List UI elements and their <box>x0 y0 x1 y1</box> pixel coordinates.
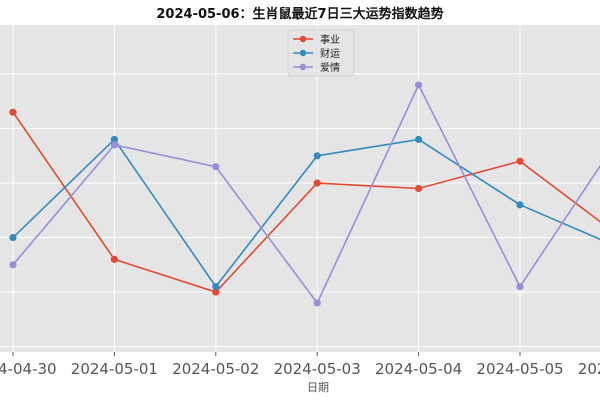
data-point-财运 <box>212 283 220 291</box>
series-layer <box>9 81 600 307</box>
data-point-事业 <box>9 108 17 116</box>
data-point-事业 <box>313 179 321 187</box>
data-point-爱情 <box>313 299 321 307</box>
plot-area <box>0 25 600 352</box>
x-tick-label: 2024-05-06 <box>578 360 600 378</box>
x-axis-label: 日期 <box>307 381 329 394</box>
data-point-事业 <box>516 157 524 165</box>
x-tick-label: 2024-05-04 <box>375 360 462 378</box>
data-point-事业 <box>415 184 423 193</box>
data-point-财运 <box>415 135 423 144</box>
x-axis-ticks: 2024-04-30 2024-05-01 2024-05-02 2024-05-03… <box>0 352 600 378</box>
legend-label: 爱情 <box>320 61 340 74</box>
x-tick-label: 2024-05-02 <box>172 360 259 378</box>
x-tick-label: 2024-05-03 <box>274 360 361 378</box>
legend-label: 财运 <box>320 47 340 60</box>
x-tick-label: 2024-05-01 <box>71 360 158 378</box>
chart-title: 2024-05-06：生肖鼠最近7日三大运势指数趋势 <box>156 6 443 22</box>
legend-swatch-marker <box>299 63 307 71</box>
data-point-爱情 <box>110 141 118 149</box>
data-point-爱情 <box>212 163 220 171</box>
legend-label: 事业 <box>320 33 340 46</box>
data-point-爱情 <box>516 283 524 291</box>
x-tick-label: 2024-04-30 <box>0 360 57 378</box>
data-point-财运 <box>9 233 17 242</box>
x-tick-label: 2024-05-05 <box>476 360 563 378</box>
data-point-财运 <box>110 135 118 144</box>
legend-swatch-marker <box>299 49 307 57</box>
legend-swatch-marker <box>299 35 307 43</box>
data-point-事业 <box>212 288 220 296</box>
data-point-爱情 <box>9 261 17 269</box>
data-point-爱情 <box>415 81 423 89</box>
data-point-事业 <box>110 255 118 263</box>
data-point-财运 <box>313 152 321 160</box>
data-point-财运 <box>516 201 524 209</box>
